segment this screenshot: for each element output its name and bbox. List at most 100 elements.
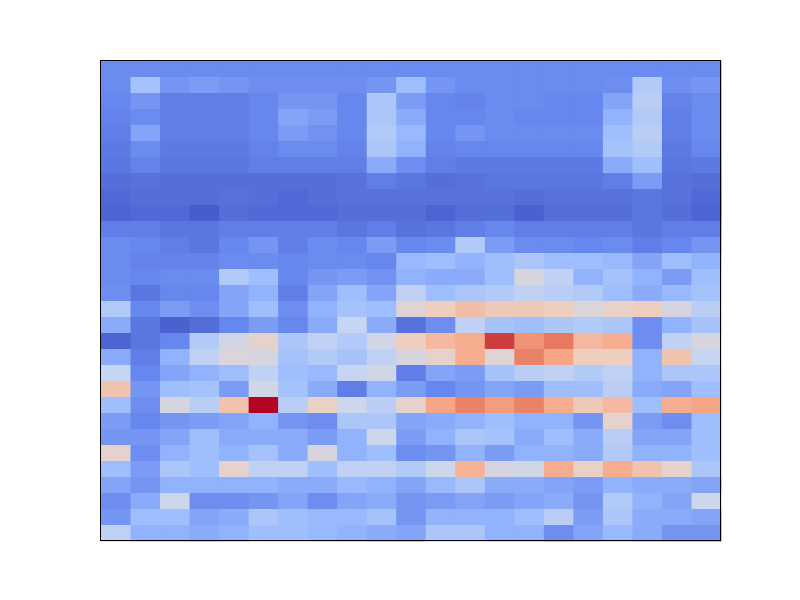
heatmap-cell bbox=[396, 269, 427, 286]
heatmap-cell bbox=[189, 157, 220, 174]
heatmap-cell bbox=[573, 445, 604, 462]
heatmap-cell bbox=[573, 285, 604, 302]
heatmap-cell bbox=[101, 269, 132, 286]
heatmap-cell bbox=[248, 461, 279, 478]
heatmap-cell bbox=[602, 301, 634, 318]
heatmap-cell bbox=[101, 93, 132, 110]
heatmap-cell bbox=[278, 173, 309, 190]
heatmap-cell bbox=[337, 125, 368, 142]
heatmap-cell bbox=[661, 317, 693, 334]
heatmap-cell bbox=[160, 397, 191, 414]
heatmap-cell bbox=[543, 77, 574, 94]
heatmap-cell bbox=[484, 157, 515, 174]
heatmap-cell bbox=[425, 109, 456, 126]
heatmap-cell bbox=[366, 237, 397, 254]
heatmap-cell bbox=[130, 317, 161, 334]
heatmap-cell bbox=[337, 301, 368, 318]
heatmap-cell bbox=[602, 269, 634, 286]
heatmap-cell bbox=[514, 445, 545, 462]
heatmap-cell bbox=[543, 429, 574, 446]
heatmap-cell bbox=[632, 525, 663, 542]
heatmap-cell bbox=[278, 61, 309, 78]
heatmap-cell bbox=[632, 493, 663, 510]
heatmap-cell bbox=[632, 317, 663, 334]
heatmap-cell bbox=[455, 301, 486, 318]
heatmap-cell bbox=[455, 317, 486, 334]
heatmap-cell bbox=[366, 285, 397, 302]
heatmap-cell bbox=[219, 413, 250, 430]
heatmap-cell bbox=[425, 493, 456, 510]
heatmap-cell bbox=[514, 205, 545, 222]
heatmap-cell bbox=[396, 93, 427, 110]
heatmap-cell bbox=[543, 493, 574, 510]
heatmap-cell bbox=[396, 429, 427, 446]
heatmap-cell bbox=[160, 221, 191, 238]
heatmap-cell bbox=[425, 93, 456, 110]
heatmap-cell bbox=[219, 189, 250, 206]
heatmap-cell bbox=[602, 205, 634, 222]
heatmap-cell bbox=[337, 365, 368, 382]
heatmap-cell bbox=[130, 525, 161, 542]
heatmap-cell bbox=[602, 189, 634, 206]
heatmap-cell bbox=[543, 93, 574, 110]
heatmap-cell bbox=[691, 413, 722, 430]
heatmap-cell bbox=[484, 413, 515, 430]
heatmap-cell bbox=[632, 77, 663, 94]
heatmap-cell bbox=[307, 77, 338, 94]
heatmap-cell bbox=[514, 109, 545, 126]
heatmap-cell bbox=[337, 205, 368, 222]
heatmap-cell bbox=[455, 397, 486, 414]
heatmap-cell bbox=[632, 413, 663, 430]
heatmap-cell bbox=[366, 173, 397, 190]
heatmap-cell bbox=[632, 429, 663, 446]
heatmap-cell bbox=[101, 205, 132, 222]
heatmap-cell bbox=[632, 365, 663, 382]
heatmap-cell bbox=[543, 413, 574, 430]
heatmap-cell bbox=[514, 173, 545, 190]
heatmap-cell bbox=[278, 493, 309, 510]
heatmap-cell bbox=[189, 525, 220, 542]
heatmap-cell bbox=[307, 461, 338, 478]
heatmap-cell bbox=[543, 509, 574, 526]
heatmap-cell bbox=[248, 269, 279, 286]
heatmap-cell bbox=[248, 285, 279, 302]
heatmap-cell bbox=[101, 381, 132, 398]
heatmap-cell bbox=[160, 413, 191, 430]
heatmap-cell bbox=[219, 493, 250, 510]
heatmap-cell bbox=[632, 397, 663, 414]
heatmap-cell bbox=[366, 413, 397, 430]
heatmap-cell bbox=[455, 413, 486, 430]
heatmap-cell bbox=[573, 413, 604, 430]
heatmap-cell bbox=[514, 125, 545, 142]
heatmap-cell bbox=[278, 301, 309, 318]
heatmap-cell bbox=[543, 285, 574, 302]
heatmap-cell bbox=[661, 413, 693, 430]
heatmap-cell bbox=[543, 61, 574, 78]
heatmap-cell bbox=[189, 61, 220, 78]
heatmap-cell bbox=[573, 397, 604, 414]
heatmap-cell bbox=[307, 413, 338, 430]
heatmap-cell bbox=[455, 173, 486, 190]
heatmap-cell bbox=[189, 429, 220, 446]
heatmap-cell bbox=[366, 221, 397, 238]
heatmap-cell bbox=[160, 333, 191, 350]
heatmap-cell bbox=[455, 349, 486, 366]
heatmap-cell bbox=[602, 173, 634, 190]
heatmap-cell bbox=[573, 333, 604, 350]
heatmap-cell bbox=[661, 381, 693, 398]
heatmap-cell bbox=[219, 285, 250, 302]
heatmap-cell bbox=[248, 189, 279, 206]
heatmap-cell bbox=[573, 269, 604, 286]
heatmap-cell bbox=[543, 269, 574, 286]
heatmap-cell bbox=[484, 205, 515, 222]
heatmap-cell bbox=[425, 381, 456, 398]
heatmap-cell bbox=[455, 237, 486, 254]
heatmap-cell bbox=[307, 301, 338, 318]
heatmap-cell bbox=[366, 301, 397, 318]
heatmap-cell bbox=[366, 333, 397, 350]
heatmap-cell bbox=[130, 349, 161, 366]
heatmap-cell bbox=[455, 493, 486, 510]
heatmap-cell bbox=[632, 61, 663, 78]
heatmap-cell bbox=[425, 333, 456, 350]
heatmap-cell bbox=[248, 141, 279, 158]
